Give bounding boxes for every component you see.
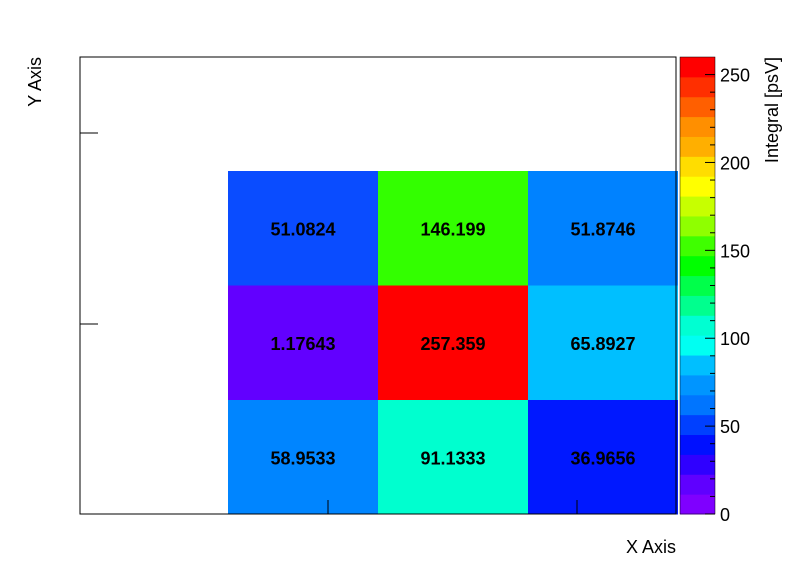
color-scale-tick-label: 50 (720, 417, 740, 437)
color-scale-tick-label: 200 (720, 153, 750, 173)
color-scale-segment (680, 255, 715, 277)
color-scale-segment (680, 315, 715, 336)
color-scale-segment (680, 57, 715, 78)
color-scale-segment (680, 374, 715, 396)
cell-value-label: 36.9656 (570, 448, 635, 468)
color-scale-segment (680, 394, 715, 416)
color-scale-segment (680, 96, 715, 118)
x-axis-ticks (327, 500, 578, 514)
heatmap-cell (378, 171, 528, 286)
color-scale-segment (680, 355, 715, 376)
y-axis-ticks (80, 132, 98, 325)
cell-value-label: 51.0824 (270, 219, 335, 239)
color-scale-segment (680, 215, 715, 237)
color-scale-segment (680, 414, 715, 436)
color-scale-segment (680, 136, 715, 157)
cell-value-label: 91.1333 (420, 448, 485, 468)
y-axis-title: Y Axis (25, 57, 45, 107)
heatmap-cell (378, 400, 528, 515)
heatmap-cell (228, 400, 378, 515)
color-scale-ticks: 0 50 100 150 200 250 (705, 66, 750, 525)
heatmap-cell (528, 285, 678, 400)
plot-frame (79, 56, 677, 515)
heatmap-cells: 51.0824 146.199 51.8746 1.17643 257.359 65.89… (228, 171, 678, 515)
cell-value-label: 257.359 (420, 334, 485, 354)
color-scale-tick-label: 100 (720, 329, 750, 349)
cell-value-label: 146.199 (420, 219, 485, 239)
color-scale-tick-label: 0 (720, 505, 730, 525)
color-scale-segment (680, 176, 715, 197)
cell-value-label: 65.8927 (570, 334, 635, 354)
heatmap-cell (228, 285, 378, 400)
color-scale-segment (680, 434, 715, 455)
cell-value-label: 51.8746 (570, 219, 635, 239)
color-scale-title: Integral [psV] (762, 57, 782, 163)
color-scale-segment (680, 494, 715, 515)
color-scale-segment (680, 275, 715, 296)
cell-value-label: 1.17643 (270, 334, 335, 354)
color-scale-segment (680, 156, 715, 177)
color-scale-tick-label: 150 (720, 241, 750, 261)
color-scale-segment (680, 196, 715, 217)
heatmap-cell (528, 171, 678, 286)
color-scale-segment (680, 235, 715, 257)
cell-value-label: 58.9533 (270, 448, 335, 468)
color-scale-segment (680, 295, 715, 316)
heatmap-cell (528, 400, 678, 515)
heatmap-cell (228, 171, 378, 286)
color-scale-segment (680, 454, 715, 475)
x-axis-title: X Axis (626, 537, 676, 557)
color-scale-segment (680, 76, 715, 98)
color-scale-segment (680, 335, 715, 356)
color-scale-tick-label: 250 (720, 66, 750, 86)
heatmap-cell (378, 285, 528, 400)
color-scale-segment (680, 116, 715, 137)
color-scale-segment (680, 474, 715, 495)
color-scale-bar (679, 56, 716, 515)
